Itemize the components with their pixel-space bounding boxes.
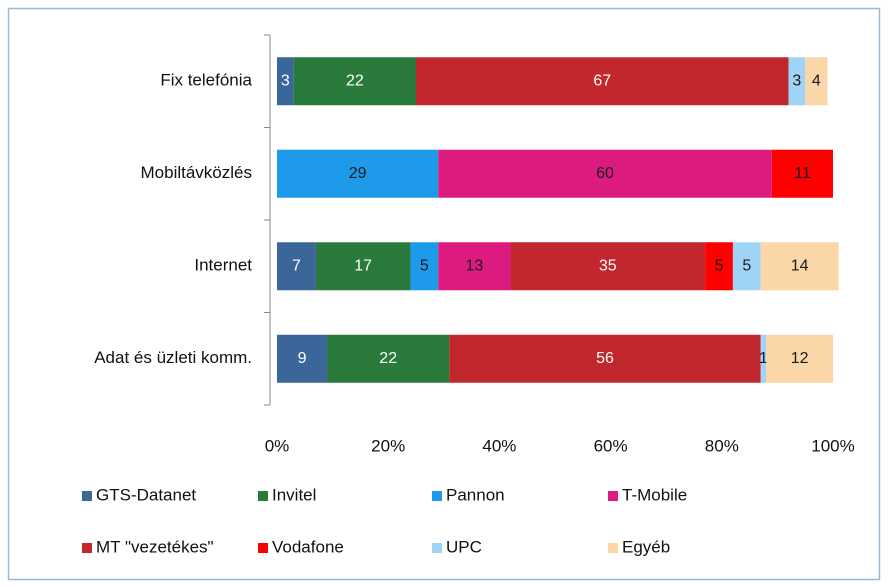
data-label: 9: [298, 350, 307, 367]
legend-label: UPC: [446, 537, 482, 556]
category-label: Adat és üzleti komm.: [94, 348, 252, 367]
data-label: 13: [465, 257, 483, 274]
bar-segment: [771, 149, 833, 198]
bar-segment: [416, 57, 789, 106]
data-label: 22: [379, 350, 397, 367]
legend-swatch: [258, 491, 268, 501]
data-label: 60: [596, 165, 614, 182]
legend-swatch: [82, 491, 92, 501]
data-label: 22: [346, 72, 364, 89]
bar-segment: [805, 57, 828, 106]
legend-label: Invitel: [272, 485, 316, 504]
data-label: 5: [420, 257, 429, 274]
bar-segment: [277, 149, 439, 198]
bar-segment: [438, 242, 511, 291]
bar-segment: [327, 334, 450, 383]
category-label: Mobiltávközlés: [141, 163, 253, 182]
legend-label: MT "vezetékes": [96, 537, 214, 556]
category-label: Fix telefónia: [160, 71, 252, 90]
bar-segment: [277, 57, 294, 106]
x-tick-label: 40%: [482, 436, 516, 455]
bar-segment: [766, 334, 833, 383]
bar-segment: [277, 242, 316, 291]
x-tick-label: 80%: [705, 436, 739, 455]
bar-segment: [315, 242, 411, 291]
data-label: 29: [349, 165, 367, 182]
data-label: 14: [791, 257, 809, 274]
bar-segment: [732, 242, 761, 291]
bar-segment: [410, 242, 439, 291]
data-label: 5: [715, 257, 724, 274]
legend-label: Vodafone: [272, 537, 344, 556]
data-label: 17: [354, 257, 372, 274]
legend-label: Egyéb: [622, 537, 670, 556]
legend-swatch: [258, 543, 268, 553]
bar-segment: [293, 57, 416, 106]
data-label: 1: [759, 350, 768, 367]
data-label: 11: [794, 165, 811, 182]
data-label: 67: [593, 72, 611, 89]
category-label: Internet: [194, 256, 252, 275]
bar-segment: [438, 149, 772, 198]
bar-segment: [705, 242, 733, 291]
data-label: 12: [791, 350, 809, 367]
data-label: 5: [742, 257, 751, 274]
bar-segment: [760, 242, 839, 291]
data-label: 56: [596, 350, 614, 367]
legend-swatch: [608, 543, 618, 553]
x-tick-label: 20%: [371, 436, 405, 455]
legend-label: T-Mobile: [622, 485, 687, 504]
legend-swatch: [82, 543, 92, 553]
legend-label: Pannon: [446, 485, 505, 504]
bar-segment: [510, 242, 706, 291]
bar-segment: [788, 57, 806, 106]
bar-segment: [760, 334, 767, 383]
bar-segment: [449, 334, 761, 383]
data-label: 3: [792, 72, 801, 89]
legend-swatch: [608, 491, 618, 501]
x-tick-label: 0%: [265, 436, 290, 455]
data-label: 7: [292, 257, 301, 274]
data-label: 4: [812, 72, 821, 89]
data-label: 35: [599, 257, 617, 274]
legend-swatch: [432, 543, 442, 553]
x-tick-label: 100%: [811, 436, 854, 455]
data-label: 3: [281, 72, 290, 89]
bar-segment: [277, 334, 328, 383]
x-tick-label: 60%: [594, 436, 628, 455]
legend-label: GTS-Datanet: [96, 485, 196, 504]
legend-swatch: [432, 491, 442, 501]
